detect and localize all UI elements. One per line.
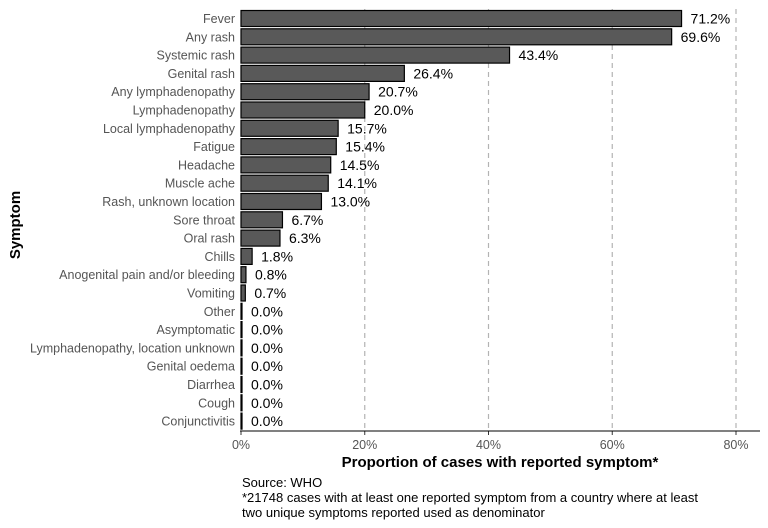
y-axis-title: Symptom bbox=[7, 191, 24, 259]
category-label: Any lymphadenopathy bbox=[111, 85, 235, 99]
category-label: Headache bbox=[178, 158, 235, 172]
data-label: 43.4% bbox=[519, 47, 559, 63]
data-label: 0.0% bbox=[251, 395, 283, 411]
data-label: 13.0% bbox=[330, 194, 370, 210]
bar bbox=[240, 394, 243, 412]
bar bbox=[240, 321, 243, 339]
category-label: Anogenital pain and/or bleeding bbox=[59, 268, 235, 282]
gridlines bbox=[364, 9, 737, 431]
category-label: Any rash bbox=[186, 30, 235, 44]
data-label: 15.4% bbox=[345, 139, 385, 155]
bar bbox=[240, 284, 246, 302]
x-ticks: 0% 20% 40% 60% 80% bbox=[232, 431, 749, 452]
x-tick-label: 20% bbox=[352, 438, 377, 452]
data-label: 0.0% bbox=[251, 303, 283, 319]
data-label: 0.0% bbox=[251, 413, 283, 429]
bar bbox=[240, 229, 281, 247]
category-label: Other bbox=[204, 305, 235, 319]
category-label: Chills bbox=[204, 250, 235, 264]
data-label: 6.7% bbox=[291, 212, 323, 228]
x-tick-label: 0% bbox=[232, 438, 250, 452]
category-label: Systemic rash bbox=[157, 49, 236, 63]
category-label: Vomiting bbox=[187, 287, 235, 301]
chart-caption: Source: WHO *21748 cases with at least o… bbox=[242, 475, 698, 520]
category-label: Rash, unknown location bbox=[102, 195, 235, 209]
data-label: 14.1% bbox=[337, 175, 377, 191]
bars bbox=[240, 9, 683, 430]
bar bbox=[240, 266, 247, 284]
data-label: 14.5% bbox=[340, 157, 380, 173]
bar bbox=[240, 339, 243, 357]
category-label: Fatigue bbox=[193, 140, 235, 154]
data-label: 71.2% bbox=[691, 11, 731, 27]
category-label: Conjunctivitis bbox=[161, 415, 235, 429]
caption-note-line2: two unique symptoms reported used as den… bbox=[242, 505, 545, 520]
data-label: 6.3% bbox=[289, 230, 321, 246]
data-label: 69.6% bbox=[681, 29, 721, 45]
category-label: Genital rash bbox=[168, 67, 235, 81]
category-label: Lymphadenopathy, location unknown bbox=[30, 341, 235, 355]
bar bbox=[240, 156, 332, 174]
bar bbox=[240, 174, 329, 192]
bar bbox=[240, 357, 243, 375]
category-label: Cough bbox=[198, 396, 235, 410]
value-labels: 71.2% 69.6% 43.4% 26.4% 20.7% 20.0% 15.7% 15.4%… bbox=[251, 11, 730, 430]
data-label: 0.7% bbox=[254, 285, 286, 301]
category-label: Oral rash bbox=[184, 232, 235, 246]
data-label: 0.0% bbox=[251, 340, 283, 356]
data-label: 20.0% bbox=[374, 102, 414, 118]
category-label: Diarrhea bbox=[187, 378, 235, 392]
bar bbox=[240, 28, 673, 46]
category-label: Lymphadenopathy bbox=[133, 104, 236, 118]
category-label: Asymptomatic bbox=[157, 323, 236, 337]
data-label: 0.0% bbox=[251, 358, 283, 374]
bar bbox=[240, 46, 511, 64]
bar bbox=[240, 101, 366, 119]
data-label: 20.7% bbox=[378, 84, 418, 100]
bar bbox=[240, 64, 405, 83]
caption-source: Source: WHO bbox=[242, 475, 323, 490]
x-tick-label: 40% bbox=[476, 438, 501, 452]
data-label: 0.8% bbox=[255, 267, 287, 283]
category-label: Fever bbox=[203, 12, 235, 26]
category-label: Local lymphadenopathy bbox=[103, 122, 236, 136]
data-label: 1.8% bbox=[261, 248, 293, 264]
category-label: Genital oedema bbox=[147, 360, 235, 374]
bar bbox=[240, 247, 253, 265]
category-labels: Fever Any rash Systemic rash Genital rash An… bbox=[30, 12, 236, 429]
data-label: 26.4% bbox=[413, 65, 453, 81]
data-label: 0.0% bbox=[251, 322, 283, 338]
bar bbox=[240, 211, 284, 229]
bar bbox=[240, 9, 683, 28]
bar bbox=[240, 119, 339, 137]
data-label: 0.0% bbox=[251, 377, 283, 393]
caption-note-line1: *21748 cases with at least one reported … bbox=[242, 490, 698, 505]
bar bbox=[240, 412, 243, 430]
x-tick-label: 60% bbox=[600, 438, 625, 452]
category-label: Muscle ache bbox=[165, 177, 235, 191]
bar bbox=[240, 375, 243, 394]
data-label: 15.7% bbox=[347, 120, 387, 136]
bar bbox=[240, 83, 370, 101]
bar bbox=[240, 192, 323, 211]
x-axis-title: Proportion of cases with reported sympto… bbox=[342, 454, 659, 471]
bar bbox=[240, 302, 243, 320]
bar bbox=[240, 138, 337, 156]
x-tick-label: 80% bbox=[723, 438, 748, 452]
category-label: Sore throat bbox=[173, 213, 235, 227]
